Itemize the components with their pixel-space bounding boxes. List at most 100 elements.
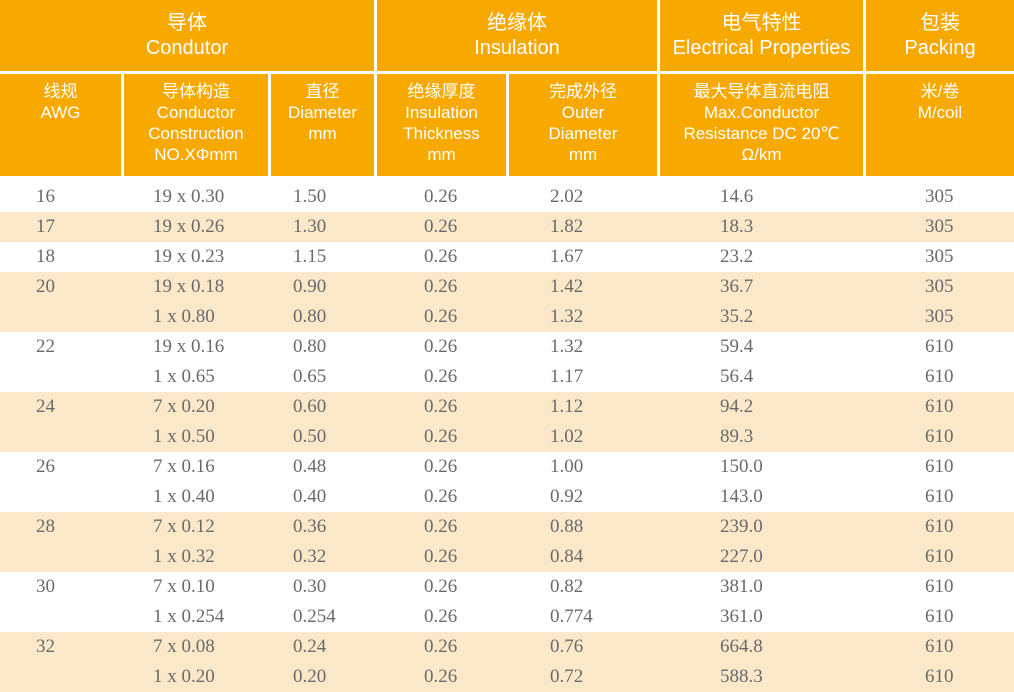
- header-group-insulation: 绝缘体 Insulation: [377, 0, 657, 71]
- column-header-line: NO.XΦmm: [154, 145, 238, 164]
- cell-diameter: 0.80: [293, 306, 327, 327]
- column-header-line: 直径: [305, 82, 340, 101]
- cell-outer: 0.82: [550, 576, 584, 597]
- column-header-thickness: 绝缘厚度 Insulation Thickness mm: [377, 74, 506, 176]
- cell-coil: 610: [925, 366, 954, 387]
- header-group-label-en: Condutor: [145, 36, 229, 59]
- header-group-label-zh: 电气特性: [721, 11, 802, 34]
- cell-construction: 19 x 0.18: [153, 276, 225, 297]
- table-row: 17 19 x 0.26 1.30 0.26 1.82 18.3 305: [0, 212, 1014, 242]
- cell-diameter: 0.90: [293, 276, 327, 297]
- header-group-label-en: Insulation: [474, 36, 560, 59]
- column-header-line: AWG: [40, 103, 81, 122]
- cell-awg: 18: [36, 246, 55, 267]
- cell-resistance: 94.2: [720, 396, 754, 417]
- column-header-line: mm: [427, 145, 456, 164]
- table-row: 1 x 0.20 0.20 0.26 0.72 588.3 610: [0, 662, 1014, 692]
- cell-resistance: 35.2: [720, 306, 754, 327]
- table-row: 24 7 x 0.20 0.60 0.26 1.12 94.2 610: [0, 392, 1014, 422]
- cell-diameter: 0.65: [293, 366, 327, 387]
- column-header-line: Max.Conductor: [703, 103, 820, 122]
- cell-awg: 30: [36, 576, 55, 597]
- cell-diameter: 1.50: [293, 186, 327, 207]
- cell-awg: 28: [36, 516, 55, 537]
- cell-resistance: 664.8: [720, 636, 763, 657]
- column-header-line: Thickness: [403, 124, 480, 143]
- cell-thickness: 0.26: [424, 396, 458, 417]
- cell-coil: 305: [925, 216, 954, 237]
- cell-awg: [0, 482, 121, 512]
- table-row: 32 7 x 0.08 0.24 0.26 0.76 664.8 610: [0, 632, 1014, 662]
- cell-thickness: 0.26: [424, 186, 458, 207]
- cell-coil: 610: [925, 426, 954, 447]
- cell-coil: 610: [925, 576, 954, 597]
- cell-resistance: 23.2: [720, 246, 754, 267]
- cell-outer: 1.32: [550, 336, 584, 357]
- cell-awg: 16: [36, 186, 55, 207]
- cell-construction: 1 x 0.32: [153, 546, 215, 567]
- cell-awg: [0, 362, 121, 392]
- cell-construction: 7 x 0.08: [153, 636, 215, 657]
- header-group-label-zh: 导体: [167, 11, 207, 34]
- cell-resistance: 361.0: [720, 606, 763, 627]
- header-group-label-en: Packing: [904, 36, 976, 59]
- cell-thickness: 0.26: [424, 486, 458, 507]
- cell-thickness: 0.26: [424, 246, 458, 267]
- cell-thickness: 0.26: [424, 276, 458, 297]
- cell-awg: [0, 602, 121, 632]
- cell-resistance: 381.0: [720, 576, 763, 597]
- header-group-label-en: Electrical Properties: [672, 36, 851, 59]
- cell-diameter: 0.80: [293, 336, 327, 357]
- cell-construction: 19 x 0.26: [153, 216, 225, 237]
- column-header-line: 最大导体直流电阻: [693, 82, 830, 101]
- cell-construction: 19 x 0.23: [153, 246, 225, 267]
- cell-resistance: 36.7: [720, 276, 754, 297]
- column-header-resistance: 最大导体直流电阻 Max.Conductor Resistance DC 20℃ Ω/…: [660, 74, 863, 176]
- cell-construction: 1 x 0.65: [153, 366, 215, 387]
- column-header-construction: 导体构造 Conductor Construction NO.XΦmm: [124, 74, 268, 176]
- cell-outer: 1.42: [550, 276, 584, 297]
- cell-coil: 610: [925, 666, 954, 687]
- cell-resistance: 18.3: [720, 216, 754, 237]
- cell-awg: 26: [36, 456, 55, 477]
- cell-construction: 7 x 0.12: [153, 516, 215, 537]
- cell-construction: 7 x 0.16: [153, 456, 215, 477]
- cell-awg: [0, 662, 121, 692]
- column-header-diameter: 直径 Diameter mm: [271, 74, 374, 176]
- cell-awg: 20: [36, 276, 55, 297]
- cell-thickness: 0.26: [424, 576, 458, 597]
- cell-diameter: 1.15: [293, 246, 327, 267]
- cell-resistance: 239.0: [720, 516, 763, 537]
- cell-coil: 305: [925, 276, 954, 297]
- cell-diameter: 0.30: [293, 576, 327, 597]
- cell-diameter: 0.48: [293, 456, 327, 477]
- table-row: 22 19 x 0.16 0.80 0.26 1.32 59.4 610: [0, 332, 1014, 362]
- cell-outer: 2.02: [550, 186, 584, 207]
- cell-thickness: 0.26: [424, 336, 458, 357]
- cell-thickness: 0.26: [424, 606, 458, 627]
- cell-construction: 1 x 0.254: [153, 606, 225, 627]
- cell-thickness: 0.26: [424, 516, 458, 537]
- cell-coil: 610: [925, 516, 954, 537]
- header-group-label-zh: 包装: [920, 11, 960, 34]
- table-row: 18 19 x 0.23 1.15 0.26 1.67 23.2 305: [0, 242, 1014, 272]
- cell-coil: 305: [925, 186, 954, 207]
- cell-thickness: 0.26: [424, 456, 458, 477]
- table-row: 30 7 x 0.10 0.30 0.26 0.82 381.0 610: [0, 572, 1014, 602]
- cell-coil: 610: [925, 336, 954, 357]
- cell-coil: 610: [925, 456, 954, 477]
- column-header-line: M/coil: [917, 103, 963, 122]
- column-header-line: 米/卷: [920, 82, 960, 101]
- cell-outer: 0.72: [550, 666, 584, 687]
- cell-awg: 32: [36, 636, 55, 657]
- table-row: 1 x 0.254 0.254 0.26 0.774 361.0 610: [0, 602, 1014, 632]
- cell-coil: 305: [925, 246, 954, 267]
- cell-thickness: 0.26: [424, 666, 458, 687]
- cell-thickness: 0.26: [424, 636, 458, 657]
- cell-outer: 1.82: [550, 216, 584, 237]
- column-header-line: mm: [308, 124, 337, 143]
- header-group-packing: 包装 Packing: [866, 0, 1014, 71]
- cell-thickness: 0.26: [424, 306, 458, 327]
- cell-resistance: 143.0: [720, 486, 763, 507]
